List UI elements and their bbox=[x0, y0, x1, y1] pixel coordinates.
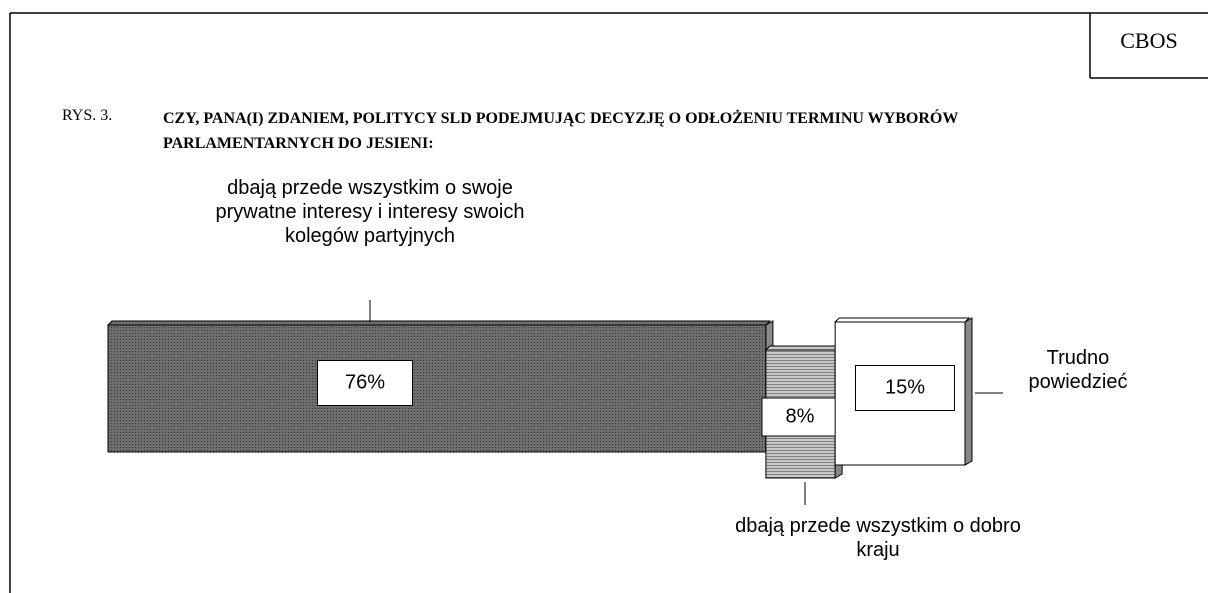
segment-top-face bbox=[106, 320, 772, 326]
chart-title: CZY, PANA(I) ZDANIEM, POLITYCY SLD PODEJ… bbox=[163, 110, 959, 152]
segment-top-face bbox=[764, 345, 841, 351]
value-label-box bbox=[761, 397, 839, 437]
value-label: 76% bbox=[345, 371, 385, 393]
segment bbox=[106, 320, 774, 453]
value-label: 8% bbox=[786, 405, 815, 427]
value-label-box bbox=[855, 365, 955, 411]
brand: CBOS bbox=[1120, 28, 1178, 53]
segment-top-face bbox=[833, 317, 971, 323]
segment-name: dbają przede wszystkim o dobro kraju bbox=[735, 515, 1021, 561]
segment-name: dbają przede wszystkim o swoje prywatne … bbox=[215, 177, 525, 247]
value-label: 15% bbox=[885, 376, 925, 398]
figure-label: RYS. 3. bbox=[62, 107, 113, 124]
segment-name: Trudno powiedzieć bbox=[1028, 347, 1128, 393]
segment-side-face bbox=[964, 317, 973, 466]
value-label-box bbox=[317, 360, 413, 406]
segment-texture bbox=[108, 325, 766, 452]
